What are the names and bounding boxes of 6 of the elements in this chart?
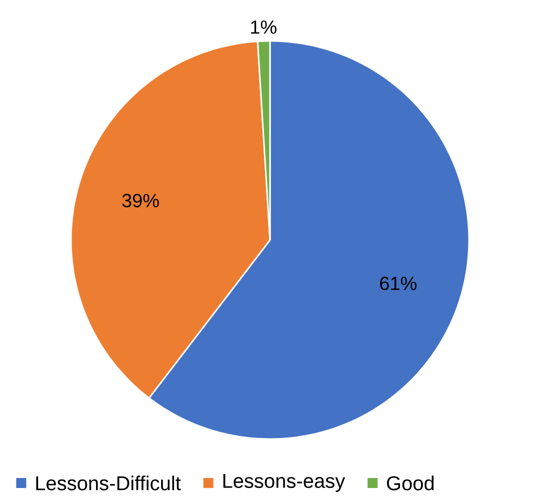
legend-label: Lessons-easy — [223, 474, 346, 492]
legend-label: Good — [386, 476, 434, 490]
data-label: 61% — [380, 276, 417, 290]
legend-label: Lessons-Difficult — [36, 476, 181, 490]
data-label: 39% — [122, 194, 159, 208]
data-label: 1% — [251, 20, 276, 34]
